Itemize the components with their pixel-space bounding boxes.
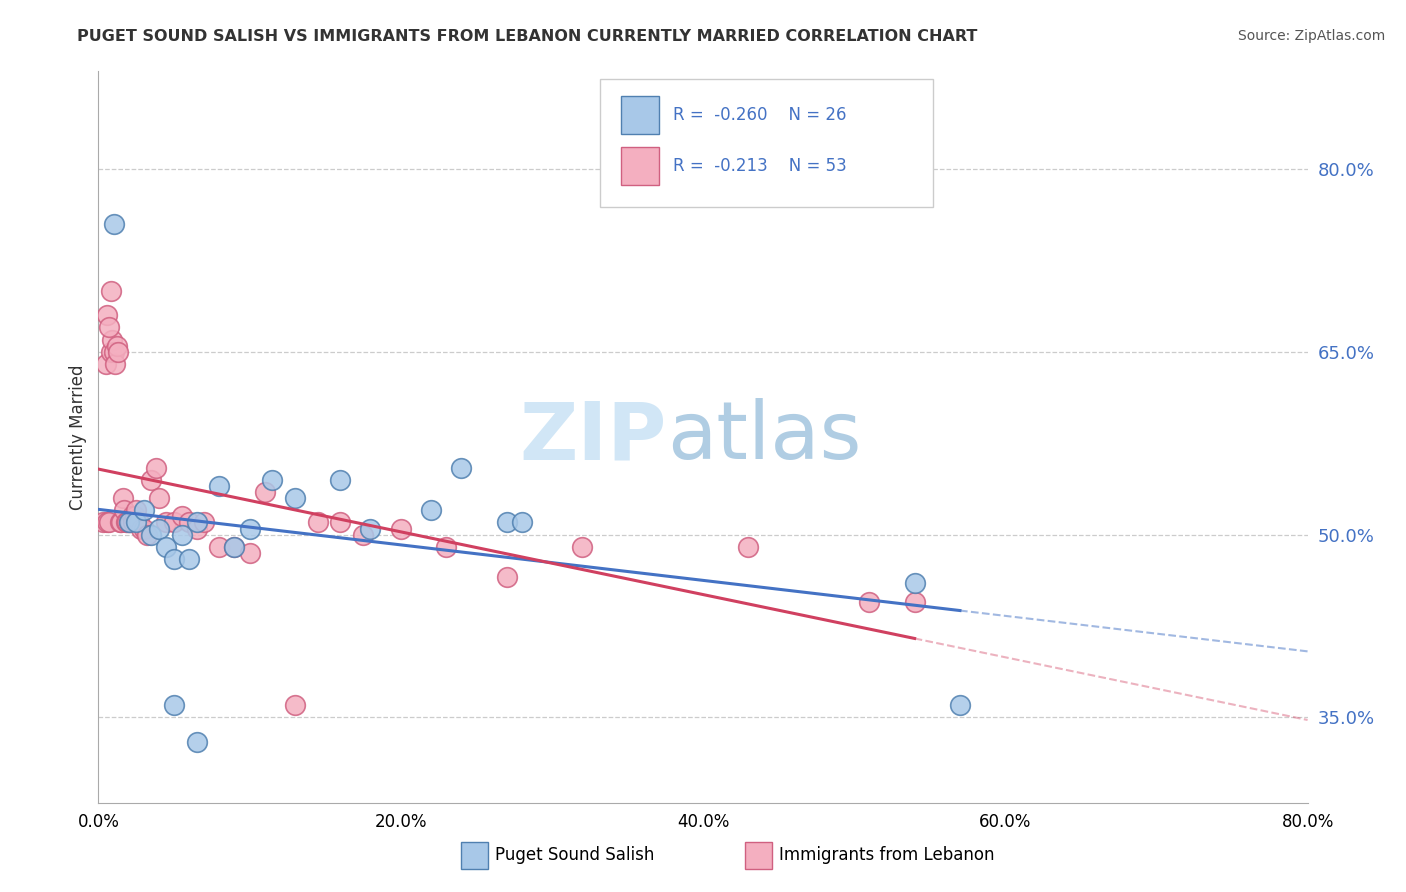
Point (128, 516, 150, 530)
Point (114, 516, 136, 530)
Point (360, 521, 382, 535)
Point (450, 460, 472, 475)
Bar (621, 147, 659, 186)
Point (122, 516, 145, 530)
Point (103, 344, 125, 359)
Point (179, 516, 201, 530)
Point (107, 344, 129, 359)
Point (96, 308, 118, 322)
Bar (745, 842, 772, 869)
Point (120, 516, 142, 530)
Point (224, 540, 246, 554)
Point (104, 357, 127, 371)
Point (284, 491, 307, 505)
Point (101, 333, 124, 347)
Point (495, 570, 517, 584)
Point (112, 503, 135, 517)
Point (253, 484, 276, 499)
Point (132, 503, 155, 517)
Point (115, 516, 138, 530)
Point (108, 516, 131, 530)
Point (141, 527, 163, 541)
Point (155, 540, 177, 554)
Point (132, 521, 155, 535)
Point (94, 357, 117, 371)
Point (125, 503, 148, 517)
Point (352, 527, 374, 541)
Point (125, 516, 148, 530)
Bar (461, 842, 488, 869)
Point (239, 521, 262, 535)
Point (129, 521, 152, 535)
Point (135, 527, 157, 541)
Point (737, 540, 759, 554)
FancyBboxPatch shape (600, 78, 932, 207)
Point (208, 479, 231, 493)
Point (148, 521, 170, 535)
Point (145, 460, 167, 475)
Text: Puget Sound Salish: Puget Sound Salish (495, 847, 654, 864)
Text: atlas: atlas (666, 398, 860, 476)
Point (262, 473, 284, 487)
Point (163, 516, 186, 530)
Point (239, 546, 262, 560)
Bar (621, 96, 659, 135)
Point (118, 516, 141, 530)
Y-axis label: Currently Married: Currently Married (69, 364, 87, 510)
Point (858, 594, 880, 608)
Point (100, 284, 122, 298)
Point (148, 491, 170, 505)
Point (124, 509, 146, 524)
Point (186, 521, 208, 535)
Point (179, 552, 201, 566)
Text: Source: ZipAtlas.com: Source: ZipAtlas.com (1237, 29, 1385, 43)
Point (98, 516, 121, 530)
Point (329, 516, 352, 530)
Point (389, 521, 412, 535)
Point (91, 516, 114, 530)
Point (163, 552, 186, 566)
Text: Immigrants from Lebanon: Immigrants from Lebanon (779, 847, 994, 864)
Point (904, 576, 927, 591)
Point (121, 509, 143, 524)
Point (510, 516, 533, 530)
Point (904, 594, 927, 608)
Point (495, 516, 517, 530)
Point (284, 698, 307, 713)
Point (193, 516, 215, 530)
Point (186, 516, 208, 530)
Point (170, 527, 193, 541)
Text: PUGET SOUND SALISH VS IMMIGRANTS FROM LEBANON CURRENTLY MARRIED CORRELATION CHAR: PUGET SOUND SALISH VS IMMIGRANTS FROM LE… (77, 29, 977, 44)
Point (105, 338, 128, 352)
Point (329, 473, 352, 487)
Point (98, 320, 121, 334)
Text: R =  -0.213    N = 53: R = -0.213 N = 53 (672, 158, 846, 176)
Point (110, 516, 132, 530)
Point (141, 473, 163, 487)
Point (100, 344, 122, 359)
Point (103, 217, 125, 231)
Point (186, 735, 208, 749)
Point (420, 503, 443, 517)
Point (111, 491, 134, 505)
Point (170, 509, 193, 524)
Point (155, 516, 177, 530)
Point (434, 540, 457, 554)
Text: R =  -0.260    N = 26: R = -0.260 N = 26 (672, 106, 846, 124)
Point (96, 516, 118, 530)
Text: ZIP: ZIP (519, 398, 666, 476)
Point (949, 698, 972, 713)
Point (163, 698, 186, 713)
Point (307, 516, 329, 530)
Point (571, 540, 593, 554)
Point (118, 516, 141, 530)
Point (224, 540, 246, 554)
Point (208, 540, 231, 554)
